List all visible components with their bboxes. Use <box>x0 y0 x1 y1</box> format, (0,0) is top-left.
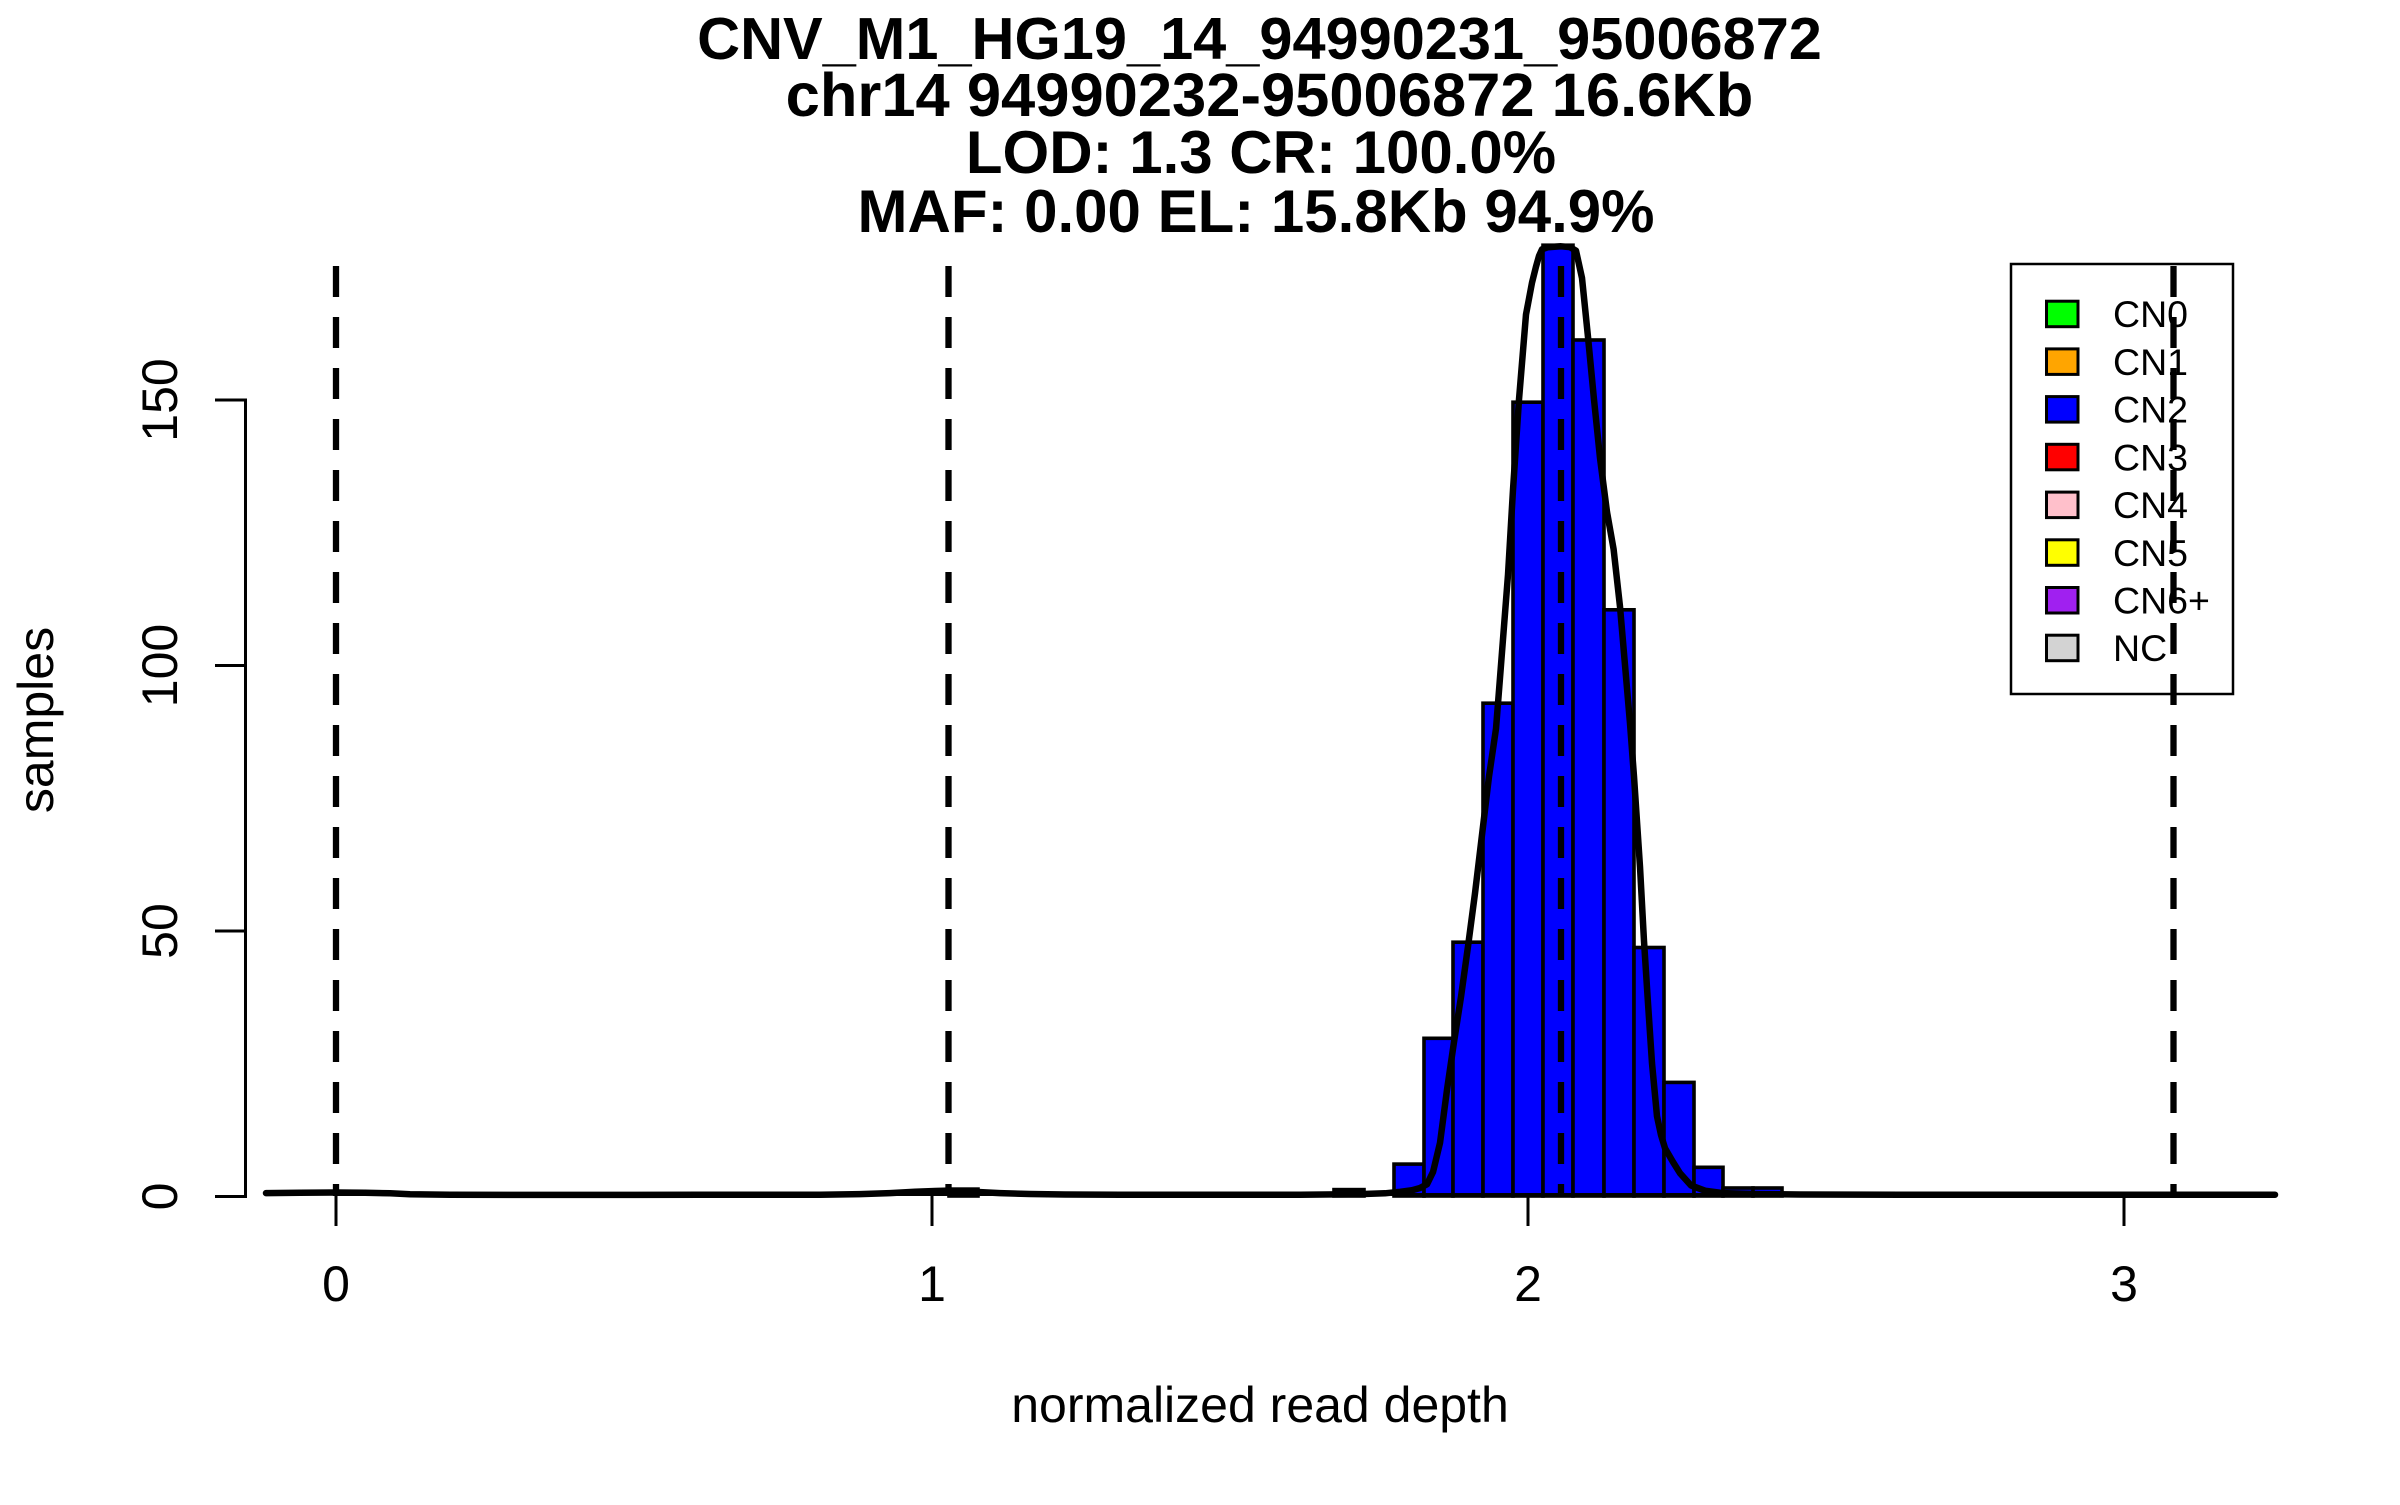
svg-text:0: 0 <box>322 1256 350 1312</box>
svg-text:150: 150 <box>132 358 188 441</box>
svg-text:2: 2 <box>1514 1256 1542 1312</box>
svg-text:50: 50 <box>132 903 188 959</box>
svg-text:CNV_M1_HG19_14_94990231_950068: CNV_M1_HG19_14_94990231_95006872 <box>697 5 1822 72</box>
svg-text:3: 3 <box>2110 1256 2138 1312</box>
svg-text:0: 0 <box>132 1183 188 1211</box>
svg-text:1: 1 <box>918 1256 946 1312</box>
svg-text:CN1: CN1 <box>2113 341 2188 383</box>
svg-text:CN5: CN5 <box>2113 532 2188 574</box>
svg-text:MAF: 0.00 EL: 15.8Kb 94.9%: MAF: 0.00 EL: 15.8Kb 94.9% <box>858 178 1655 245</box>
svg-text:normalized read depth: normalized read depth <box>1011 1377 1509 1433</box>
svg-text:CN0: CN0 <box>2113 293 2188 335</box>
svg-text:LOD: 1.3 CR: 100.0%: LOD: 1.3 CR: 100.0% <box>966 119 1556 186</box>
svg-text:CN3: CN3 <box>2113 436 2188 478</box>
svg-text:100: 100 <box>132 624 188 707</box>
svg-text:CN4: CN4 <box>2113 484 2188 526</box>
svg-text:NC: NC <box>2113 627 2167 669</box>
svg-text:samples: samples <box>8 627 64 813</box>
svg-text:CN6+: CN6+ <box>2113 580 2210 622</box>
svg-text:CN2: CN2 <box>2113 389 2188 431</box>
svg-text:chr14 94990232-95006872 16.6Kb: chr14 94990232-95006872 16.6Kb <box>786 61 1754 130</box>
